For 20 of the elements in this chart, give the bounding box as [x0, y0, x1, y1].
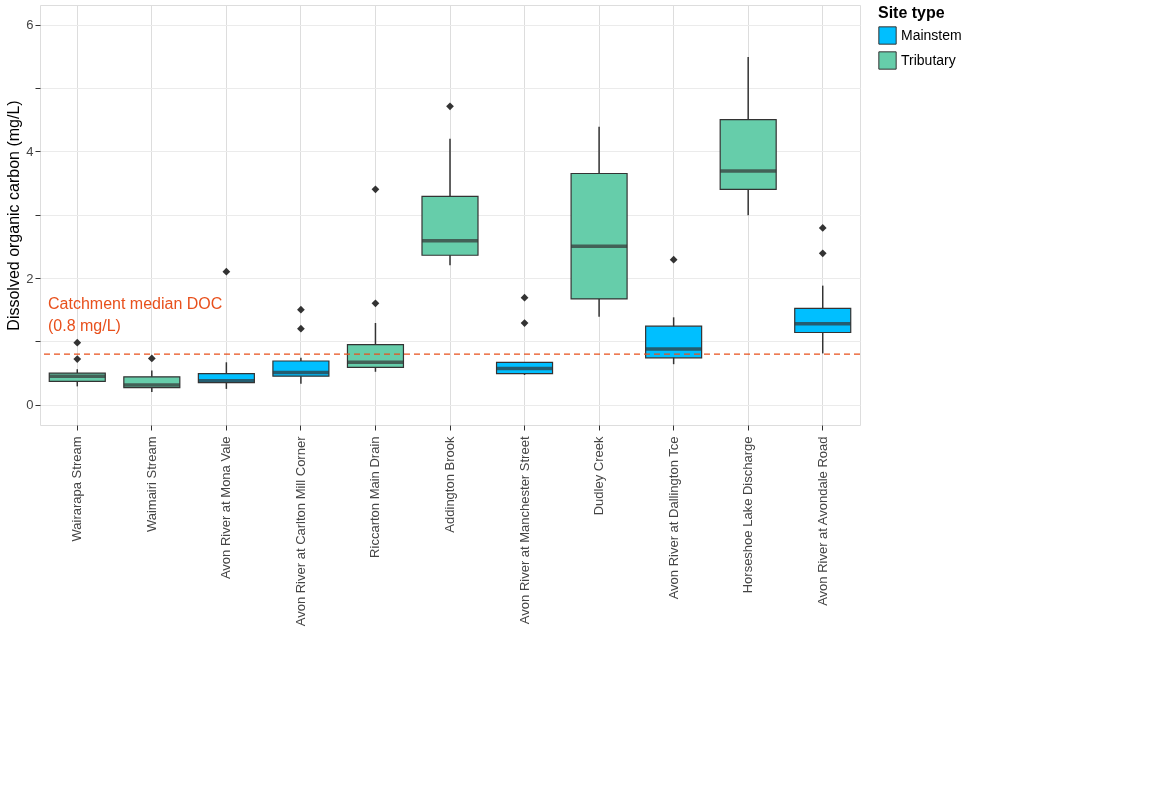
- ref-line-label: Catchment median DOC (0.8 mg/L): [48, 295, 223, 335]
- x-tick-label: Waimairi Stream: [143, 436, 159, 533]
- y-tick-label: 0: [26, 397, 34, 413]
- legend-label: Mainstem: [901, 26, 962, 43]
- y-tick-label: 2: [26, 270, 34, 286]
- x-tick-label: Avon River at Mona Vale: [218, 436, 234, 580]
- y-tick-label: 6: [26, 17, 34, 33]
- x-tick-label: Avon River at Carlton Mill Corner: [292, 435, 308, 627]
- x-tick-label: Avon River at Manchester Street: [516, 436, 532, 625]
- y-tick-label: 4: [26, 143, 34, 159]
- x-tick-label: Horseshoe Lake Discharge: [740, 436, 756, 594]
- y-axis-title: Dissolved organic carbon (mg/L): [5, 100, 23, 331]
- x-tick-label: Avon River at Dallington Tce: [665, 436, 681, 600]
- legend-title: Site type: [878, 4, 945, 21]
- x-tick-label: Avon River at Avondale Road: [814, 436, 830, 606]
- x-tick-label: Riccarton Main Drain: [367, 436, 383, 558]
- x-tick-label: Addington Brook: [442, 436, 457, 533]
- x-tick-label: Wairarapa Stream: [69, 436, 85, 542]
- x-tick-label: Dudley Creek: [591, 436, 607, 516]
- legend-label: Tributary: [901, 51, 956, 68]
